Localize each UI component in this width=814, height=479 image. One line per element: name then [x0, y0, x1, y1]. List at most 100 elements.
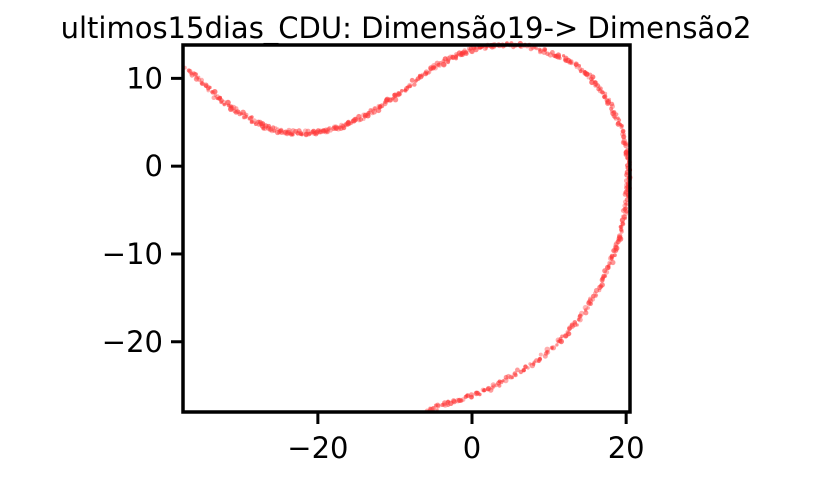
data-point: [271, 125, 276, 130]
data-point: [599, 86, 603, 91]
data-point: [431, 406, 436, 411]
data-point: [219, 98, 224, 103]
data-point: [429, 406, 435, 412]
data-point: [603, 94, 608, 99]
data-point: [550, 347, 554, 351]
data-point: [442, 56, 448, 62]
data-point: [236, 110, 241, 114]
data-point: [535, 47, 539, 51]
data-point: [244, 114, 249, 119]
data-point: [420, 74, 425, 78]
data-point: [598, 284, 604, 289]
chart-title: ultimos15dias_CDU: Dimensão19-> Dimensão…: [61, 11, 752, 45]
data-point: [243, 112, 247, 116]
data-point: [538, 352, 543, 357]
data-point: [531, 362, 536, 366]
data-point: [286, 127, 292, 133]
y-tick-label: −10: [102, 237, 163, 271]
data-point: [543, 48, 547, 52]
data-point: [213, 93, 217, 98]
data-point: [563, 333, 569, 339]
data-point: [564, 333, 569, 339]
data-point: [550, 345, 557, 351]
data-point: [555, 343, 559, 347]
data-point: [613, 115, 618, 120]
data-point: [625, 156, 629, 160]
data-point: [428, 406, 432, 410]
data-point: [417, 74, 422, 78]
data-point: [569, 61, 574, 66]
data-point: [392, 92, 397, 97]
data-point: [412, 82, 417, 87]
data-point: [446, 58, 451, 62]
data-point: [586, 300, 592, 306]
data-point: [341, 125, 347, 131]
data-point: [602, 268, 608, 274]
data-point: [502, 377, 509, 384]
data-point: [512, 372, 518, 378]
data-point: [441, 61, 447, 67]
data-point: [446, 60, 450, 65]
data-point: [211, 95, 217, 100]
data-point: [398, 91, 403, 97]
data-point: [542, 353, 548, 359]
x-tick-label: 0: [463, 431, 481, 465]
data-point: [428, 70, 432, 74]
data-point: [433, 65, 437, 69]
data-point: [365, 111, 371, 117]
data-point: [497, 383, 502, 388]
data-point: [593, 287, 600, 294]
data-point: [591, 293, 596, 299]
data-point: [230, 104, 237, 111]
data-point: [619, 227, 624, 233]
data-point: [463, 394, 468, 399]
data-point: [326, 127, 331, 132]
data-point: [354, 118, 358, 122]
data-point: [382, 101, 388, 107]
data-point: [327, 126, 332, 130]
data-point: [249, 120, 254, 125]
data-point: [469, 394, 474, 400]
data-point: [400, 89, 404, 93]
data-point: [610, 259, 616, 266]
data-point: [578, 313, 582, 318]
data-point: [577, 313, 583, 319]
data-point: [565, 57, 572, 64]
data-point: [515, 367, 520, 373]
points-layer: [183, 40, 633, 414]
data-point: [582, 304, 589, 311]
data-point: [622, 191, 628, 197]
data-point: [620, 128, 626, 134]
data-point: [233, 110, 239, 115]
data-point: [440, 403, 445, 407]
data-point: [619, 125, 624, 130]
data-point: [606, 265, 611, 270]
data-point: [590, 297, 596, 302]
data-point: [567, 60, 573, 65]
data-point: [512, 371, 518, 376]
data-point: [206, 88, 211, 93]
data-point: [491, 384, 496, 389]
data-point: [574, 65, 578, 69]
data-point: [624, 185, 630, 191]
data-point: [234, 106, 239, 111]
data-point: [510, 376, 514, 380]
y-tick-label: −20: [102, 325, 163, 359]
data-point: [594, 293, 599, 297]
data-point: [434, 60, 440, 66]
data-point: [442, 402, 448, 408]
data-point: [555, 52, 562, 58]
data-point: [485, 387, 491, 392]
data-point: [445, 56, 452, 62]
data-point: [474, 390, 479, 395]
data-point: [221, 99, 227, 106]
data-point: [583, 310, 589, 316]
data-point: [621, 134, 627, 140]
data-point: [296, 128, 302, 134]
data-point: [543, 351, 549, 356]
data-point: [609, 255, 614, 259]
data-point: [576, 317, 581, 322]
data-point: [534, 46, 538, 50]
data-point: [602, 94, 608, 100]
